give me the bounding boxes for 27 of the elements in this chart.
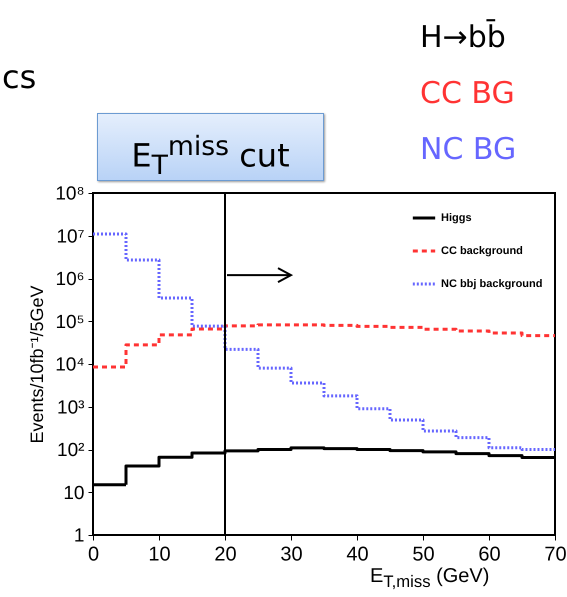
y-tick-label: 10 — [63, 482, 84, 504]
y-axis-title: Events/10fb⁻¹/5GeV — [27, 285, 48, 444]
y-tick-label: 10⁶ — [56, 269, 84, 290]
y-tick-label: 10² — [57, 440, 84, 461]
text: NC BG — [420, 132, 516, 167]
x-tick-label: 40 — [346, 544, 369, 566]
x-tick-label: 10 — [148, 544, 171, 566]
legend-label: NC bbj background — [441, 278, 542, 290]
text-box: E$_{T}$$^{miss}$ cut — [97, 113, 324, 181]
legend-label: Higgs — [441, 212, 472, 224]
y-tick-label: 10⁸ — [55, 184, 84, 204]
legend-label: CC background — [441, 245, 523, 257]
y-tick-label: 10⁷ — [56, 226, 85, 248]
x-tick-label: 50 — [412, 544, 435, 566]
y-tick-label: 10³ — [57, 397, 84, 418]
text: H→bb̄ — [420, 20, 506, 55]
x-tick-label: 70 — [544, 544, 567, 566]
x-tick-label: 60 — [478, 544, 501, 566]
text: cs — [2, 58, 36, 96]
y-tick-label: 10⁴ — [55, 354, 84, 376]
x-axis-title: E$_{T,miss}$ (GeV) — [370, 565, 490, 592]
y-tick-label: 10⁵ — [55, 312, 84, 333]
y-tick-label: 1 — [74, 526, 84, 546]
x-tick-label: 20 — [214, 544, 237, 566]
x-tick-label: 30 — [280, 544, 303, 566]
x-tick-label: 0 — [88, 544, 100, 566]
text: CC BG — [420, 76, 515, 111]
